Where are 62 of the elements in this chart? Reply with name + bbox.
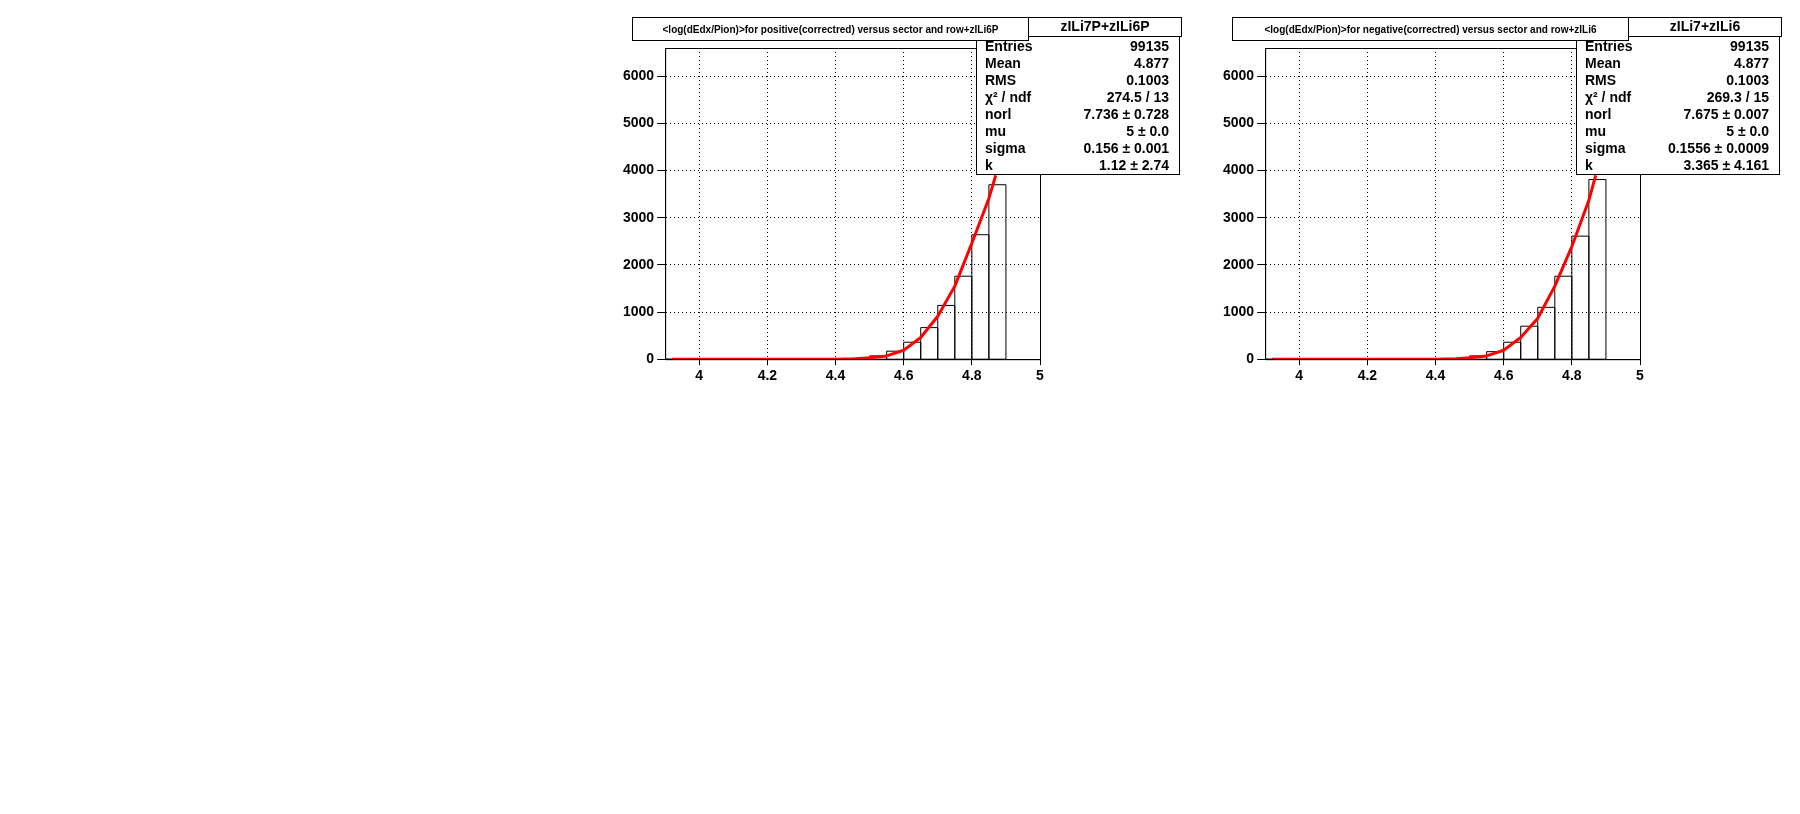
text: 0.1556 ± 0.0009 [1667,140,1769,157]
chart-title: <log(dEdx/Pion)>for positive(correctred) versus sector and row+zILi6P [662,23,999,35]
annotation: sigma [1585,140,1626,157]
x-tick-label: 4.8 [962,367,982,384]
y-tick-label: 4000 [1222,161,1255,178]
annotation: χ² / ndf [1585,89,1632,106]
text: 5 ± 0.0 [1726,123,1769,140]
y-tick-label: 1000 [622,302,655,319]
x-tick-label: 4.4 [1425,367,1446,384]
text: 0.1003 [1126,72,1169,89]
text: 99135 [1130,38,1169,55]
text: 274.5 / 13 [1106,89,1169,106]
annotation: χ² / ndf [985,89,1032,106]
text: 7.675 ± 0.007 [1683,106,1769,123]
text: 7.736 ± 0.728 [1083,106,1169,123]
text: 4.877 [1133,55,1169,72]
y-tick-label: 2000 [622,255,655,272]
annotation: sigma [985,140,1026,157]
x-tick-label: 4.6 [1493,367,1514,384]
annotation: Entries [985,38,1033,55]
annotation: Mean [985,55,1021,72]
y-tick-label: 5000 [1222,114,1255,131]
x-tick-label: 4.2 [757,367,778,384]
x-tick-label: 5 [1636,367,1645,384]
text: 3.365 ± 4.161 [1683,157,1769,174]
text: 5 ± 0.0 [1126,123,1169,140]
x-tick-label: 4.8 [1562,367,1582,384]
text: 269.3 / 15 [1706,89,1769,106]
y-tick-label: 6000 [1222,67,1255,84]
annotation: RMS [985,72,1017,89]
annotation: norl [985,106,1012,123]
x-tick-label: 4 [695,367,704,384]
y-tick-label: 3000 [1222,208,1255,225]
text: 4.877 [1733,55,1769,72]
y-tick-label: 5000 [622,114,655,131]
y-tick-label: 2000 [1222,255,1255,272]
text: 1.12 ± 2.74 [1099,157,1169,174]
annotation: Mean [1585,55,1621,72]
y-tick-label: 1000 [1222,302,1255,319]
annotation: k [1585,157,1593,174]
annotation: mu [985,123,1006,140]
x-tick-label: 4.2 [1357,367,1378,384]
annotation: k [985,157,993,174]
annotation: Entries [1585,38,1633,55]
text: zILi7+zILi6 [1628,17,1782,37]
x-tick-label: 4 [1295,367,1304,384]
y-tick-label: 3000 [622,208,655,225]
annotation: mu [1585,123,1606,140]
chart-title: <log(dEdx/Pion)>for negative(correctred) versus sector and row+zILi6 [1264,23,1597,35]
x-tick-label: 5 [1036,367,1045,384]
x-tick-label: 4.4 [825,367,846,384]
text: 0.1003 [1726,72,1769,89]
y-tick-label: 6000 [622,67,655,84]
text: 99135 [1730,38,1769,55]
y-tick-label: 0 [646,350,655,367]
y-tick-label: 0 [1246,350,1255,367]
x-tick-label: 4.6 [893,367,914,384]
text: zILi7P+zILi6P [1028,17,1182,37]
text: 0.156 ± 0.001 [1083,140,1169,157]
annotation: RMS [1585,72,1617,89]
y-tick-label: 4000 [622,161,655,178]
annotation: norl [1585,106,1612,123]
